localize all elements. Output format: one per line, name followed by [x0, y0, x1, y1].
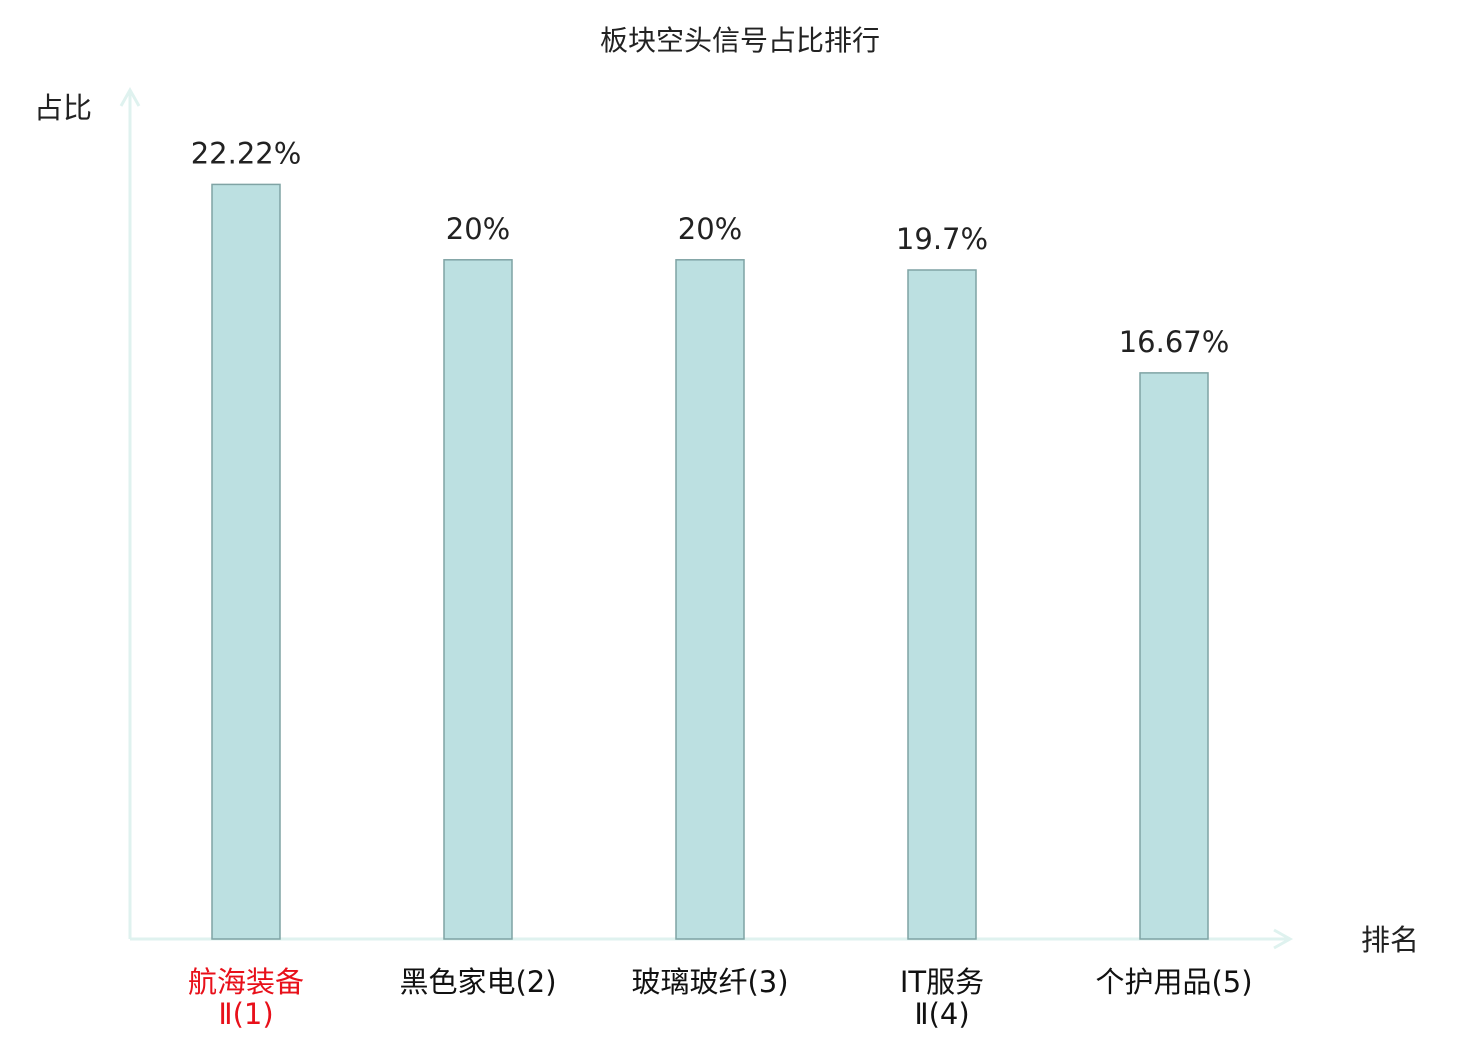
x-tick-label: 黑色家电(2)	[399, 965, 557, 999]
value-label: 20%	[678, 212, 742, 246]
value-label: 19.7%	[896, 222, 988, 256]
value-label: 22.22%	[191, 136, 302, 170]
x-axis-arrow	[1273, 928, 1294, 950]
x-tick-label: 玻璃玻纤(3)	[631, 965, 789, 999]
bar	[1139, 372, 1209, 940]
bar	[675, 259, 745, 940]
x-tick-label: 航海装备 Ⅱ(1)	[187, 965, 304, 1031]
bar	[443, 259, 513, 940]
x-axis-label: 排名	[1361, 923, 1419, 957]
x-tick-label: IT服务 Ⅱ(4)	[899, 965, 985, 1031]
x-tick-label: 个护用品(5)	[1095, 965, 1253, 999]
value-label: 16.67%	[1119, 325, 1230, 359]
bar	[907, 269, 977, 940]
bar	[211, 183, 281, 940]
y-axis-label: 占比	[34, 91, 92, 125]
chart-title: 板块空头信号占比排行	[600, 24, 880, 57]
y-axis-arrow	[119, 86, 141, 107]
value-label: 20%	[446, 212, 510, 246]
